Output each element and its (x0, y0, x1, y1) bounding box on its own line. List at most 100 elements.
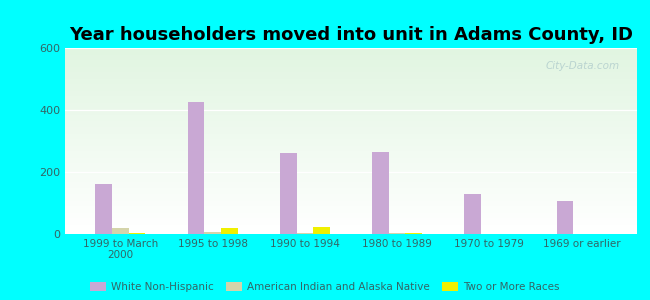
Bar (65, 54, 637, 55)
Bar (188, 102, 204, 234)
Bar (65, 129, 637, 130)
Bar (296, 233, 313, 234)
Bar (65, 157, 637, 158)
Bar (65, 100, 637, 101)
Bar (65, 176, 637, 177)
Bar (65, 215, 637, 216)
Bar (65, 121, 637, 122)
Bar (65, 181, 637, 182)
Bar (65, 202, 637, 203)
Bar (65, 119, 637, 120)
Bar (65, 146, 637, 147)
Bar (65, 149, 637, 150)
Bar (65, 220, 637, 221)
Bar (65, 68, 637, 69)
Bar (389, 233, 406, 234)
Bar (65, 212, 637, 213)
Bar (65, 53, 637, 54)
Bar (65, 229, 637, 230)
Bar (65, 139, 637, 140)
Bar (65, 163, 637, 164)
Bar (372, 152, 389, 234)
Bar (65, 66, 637, 67)
Bar (65, 178, 637, 179)
Bar (280, 153, 296, 234)
Bar (65, 105, 637, 106)
Bar (65, 114, 637, 115)
Bar (65, 194, 637, 195)
Bar (65, 135, 637, 136)
Bar (65, 71, 637, 72)
Bar (65, 204, 637, 205)
Bar (65, 103, 637, 104)
Bar (65, 159, 637, 160)
Bar (65, 102, 637, 103)
Bar (65, 205, 637, 206)
Bar (65, 58, 637, 59)
Bar (65, 166, 637, 167)
Bar (65, 91, 637, 92)
Bar (65, 162, 637, 163)
Bar (65, 208, 637, 209)
Bar (65, 225, 637, 226)
Bar (65, 74, 637, 75)
Bar (65, 144, 637, 145)
Bar (65, 48, 637, 49)
Bar (65, 120, 637, 121)
Bar (65, 189, 637, 190)
Bar (65, 94, 637, 95)
Bar (65, 73, 637, 74)
Bar (65, 128, 637, 129)
Bar (65, 134, 637, 135)
Bar (65, 217, 637, 218)
Bar (65, 169, 637, 170)
Bar (65, 84, 637, 85)
Bar (65, 203, 637, 204)
Bar (65, 95, 637, 96)
Bar (65, 142, 637, 143)
Bar (65, 188, 637, 189)
Bar (65, 88, 637, 89)
Bar (65, 167, 637, 168)
Bar (65, 78, 637, 79)
Bar (112, 228, 129, 234)
Bar (65, 130, 637, 131)
Bar (65, 122, 637, 123)
Bar (65, 52, 637, 53)
Bar (65, 218, 637, 219)
Bar (65, 111, 637, 112)
Bar (65, 170, 637, 171)
Bar (65, 118, 637, 119)
Bar (65, 51, 637, 52)
Bar (65, 224, 637, 225)
Bar (65, 191, 637, 192)
Bar (65, 93, 637, 94)
Bar (65, 72, 637, 73)
Bar (65, 171, 637, 172)
Bar (65, 216, 637, 217)
Legend: White Non-Hispanic, American Indian and Alaska Native, Two or More Races: White Non-Hispanic, American Indian and … (90, 282, 560, 292)
Bar (465, 194, 481, 234)
Bar (65, 80, 637, 82)
Bar (65, 200, 637, 202)
Bar (65, 195, 637, 196)
Bar (65, 108, 637, 110)
Bar (65, 69, 637, 70)
Bar (65, 183, 637, 184)
Bar (65, 86, 637, 87)
Bar (65, 226, 637, 227)
Bar (65, 156, 637, 157)
Bar (65, 59, 637, 60)
Bar (65, 133, 637, 134)
Bar (65, 227, 637, 228)
Bar (65, 179, 637, 180)
Bar (65, 55, 637, 56)
Bar (65, 219, 637, 220)
Bar (65, 112, 637, 113)
Bar (65, 154, 637, 155)
Bar (65, 101, 637, 102)
Bar (65, 196, 637, 197)
Bar (65, 89, 637, 90)
Bar (65, 82, 637, 83)
Bar (65, 131, 637, 132)
